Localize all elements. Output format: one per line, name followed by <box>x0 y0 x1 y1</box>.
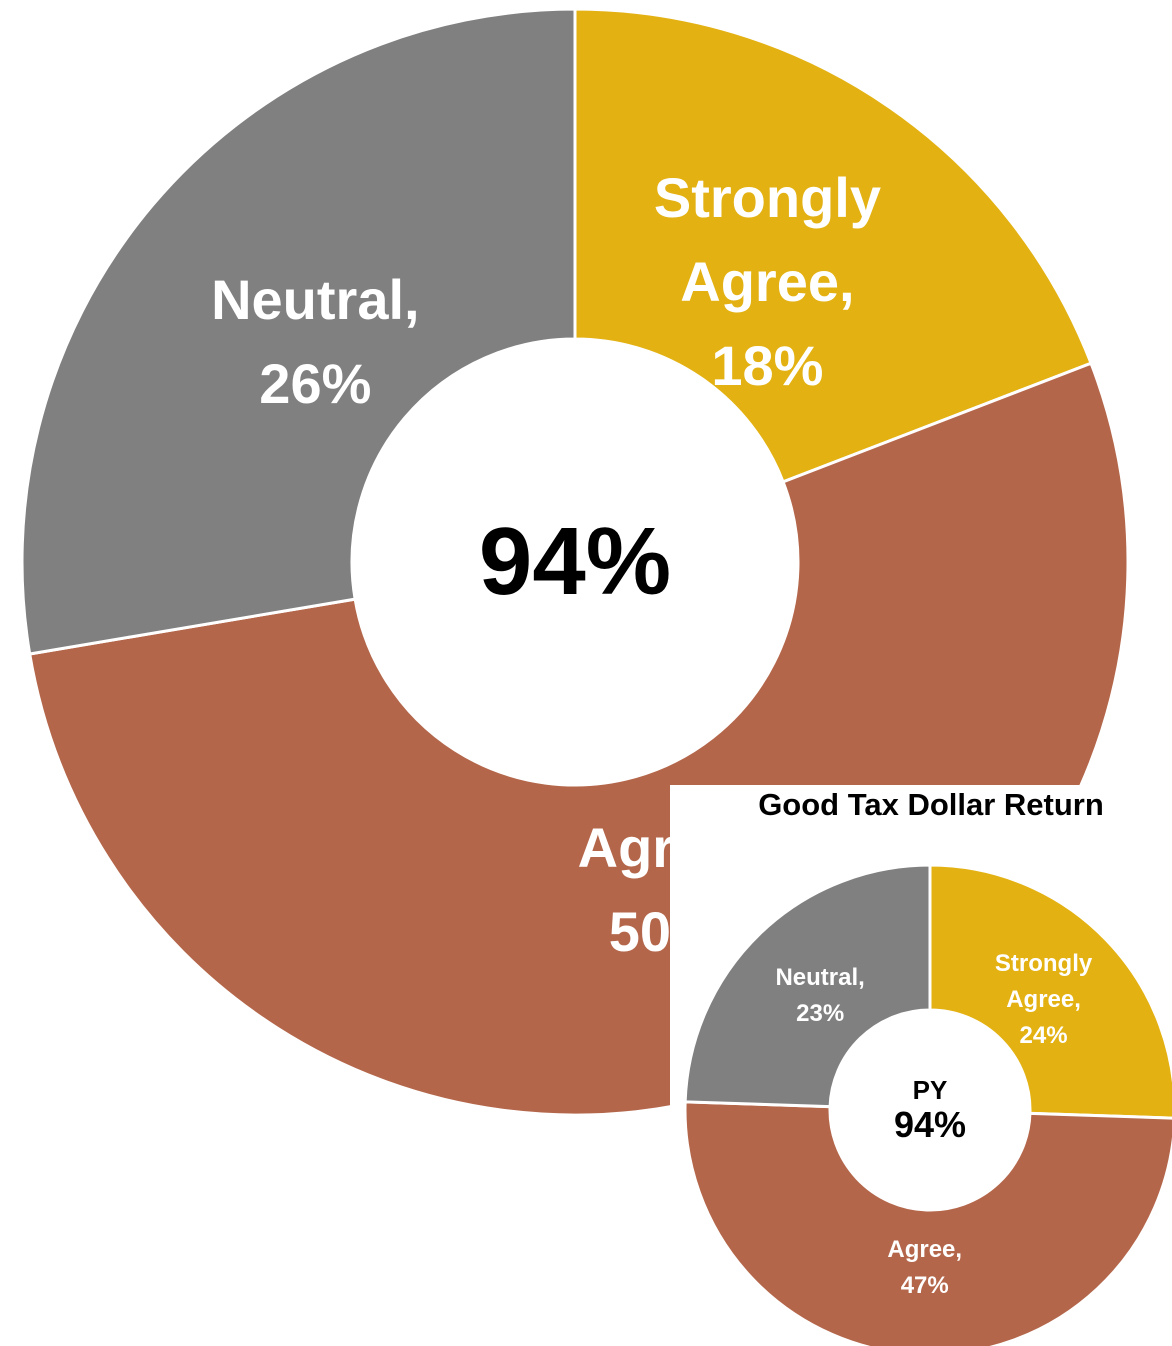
slice-label: Neutral, 23% <box>750 960 890 1032</box>
slice-label: Neutral, 26% <box>170 258 460 426</box>
slice-category: Agree, <box>887 1235 963 1263</box>
donut-hole <box>352 339 798 785</box>
slice-value: 24% <box>1019 1022 1068 1050</box>
slice-label: Strongly Agree, 24% <box>974 946 1114 1054</box>
slice-category: Strongly Agree, <box>653 165 881 313</box>
slice-category: Neutral, <box>211 268 420 332</box>
center-value: 94% <box>478 508 672 616</box>
donut-hole <box>830 1010 1030 1210</box>
slice-label: Agree, 50% <box>520 806 810 974</box>
slice-label: Agree, 47% <box>855 1232 995 1304</box>
slice-label: Strongly Agree, 18% <box>622 156 912 408</box>
slice-category: Strongly Agree, <box>994 950 1093 1014</box>
slice-value: 26% <box>259 352 372 416</box>
slice-value: 47% <box>900 1271 949 1299</box>
slice-value: 23% <box>796 1000 845 1028</box>
center-label: 94% <box>479 509 671 615</box>
slice-category: Agree, <box>577 815 752 879</box>
center-title: PY <box>912 1074 948 1105</box>
slice-category: Neutral, <box>775 964 865 992</box>
center-value: 94% <box>893 1103 967 1145</box>
slice-value: 50% <box>608 899 721 963</box>
center-label: PY 94% <box>894 1076 966 1144</box>
chart-title: Good Tax Dollar Return <box>758 787 1104 822</box>
slice-value: 18% <box>711 333 824 397</box>
